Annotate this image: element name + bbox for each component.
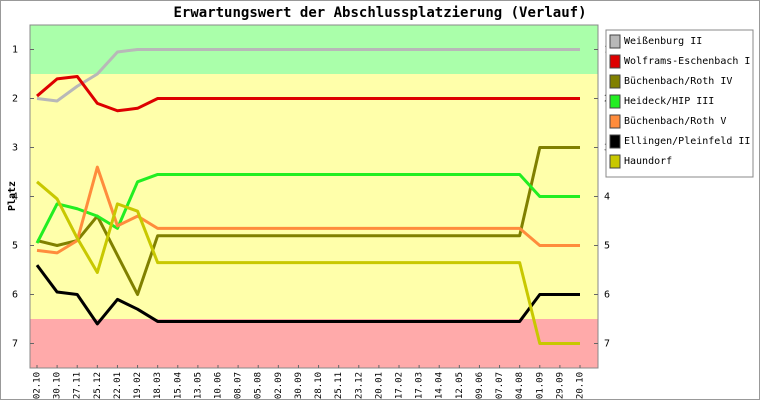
x-tick-label: 25.11	[334, 372, 344, 399]
y-tick-label: 1	[12, 45, 18, 56]
series-line	[36, 74, 580, 113]
legend-swatch	[609, 74, 621, 89]
chart-title: Erwartungswert der Abschlussplatzierung …	[173, 5, 586, 21]
y-tick-label: 6	[12, 290, 18, 301]
x-tick-label: 18.03	[153, 372, 163, 399]
y-tick-label: 2	[12, 94, 18, 105]
x-tick-label: 13.05	[193, 372, 203, 399]
x-tick-label: 14.04	[435, 372, 445, 399]
x-tick-label: 02.09	[274, 372, 284, 399]
legend-label: Heideck/HIP III	[624, 96, 714, 107]
series-line	[35, 172, 580, 244]
y-tick-label-right: 4	[604, 192, 610, 203]
background-band	[30, 319, 598, 368]
x-tick-label: 10.06	[214, 372, 224, 399]
x-tick-label: 08.07	[234, 372, 244, 399]
series-line	[36, 146, 580, 296]
background-band	[30, 74, 598, 319]
x-tick-label: 05.08	[254, 372, 264, 399]
legend-label: Haundorf	[624, 156, 672, 167]
legend-swatch	[609, 154, 621, 169]
x-tick-label: 15.04	[173, 372, 183, 399]
legend-label: Wolframs-Eschenbach I	[624, 56, 750, 67]
legend-label: Büchenbach/Roth IV	[624, 76, 732, 87]
legend-label: Weißenburg II	[624, 36, 702, 47]
y-axis-label: Platz	[7, 181, 18, 211]
x-tick-label: 20.10	[576, 372, 586, 399]
series-line	[35, 264, 580, 326]
x-tick-label: 30.09	[294, 372, 304, 399]
legend-box	[605, 29, 754, 178]
x-tick-label: 12.05	[455, 372, 465, 399]
series-line	[36, 48, 580, 103]
x-tick-label: 17.03	[415, 372, 425, 399]
y-tick-label: 4	[12, 192, 18, 203]
x-tick-label: 28.10	[314, 372, 324, 399]
x-tick-label: 02.10	[33, 372, 43, 399]
series-line	[36, 180, 580, 345]
x-tick-label: 30.10	[53, 372, 63, 399]
series-line	[36, 165, 580, 255]
x-tick-label: 25.12	[93, 372, 103, 399]
x-tick-label: 07.07	[495, 372, 505, 399]
x-tick-label: 17.02	[395, 372, 405, 399]
y-tick-label: 5	[12, 241, 18, 252]
x-tick-label: 04.08	[515, 372, 525, 399]
legend-label: Büchenbach/Roth V	[624, 116, 726, 127]
x-tick-label: 01.09	[535, 372, 545, 399]
y-tick-label-right: 5	[604, 241, 610, 252]
y-tick-label-right: 6	[604, 290, 610, 301]
legend-swatch	[609, 114, 621, 129]
legend-swatch	[609, 34, 621, 49]
legend-label: Ellingen/Pleinfeld II	[624, 136, 750, 147]
x-tick-label: 27.11	[73, 372, 83, 399]
x-tick-label: 29.09	[555, 372, 565, 399]
x-tick-label: 20.01	[374, 372, 384, 399]
legend-swatch	[609, 94, 621, 109]
y-tick-label: 7	[12, 339, 18, 350]
legend-swatch	[609, 134, 621, 149]
legend-swatch	[609, 54, 621, 69]
y-tick-label-right: 7	[604, 339, 610, 350]
x-tick-label: 22.01	[113, 372, 123, 399]
y-tick-label: 3	[12, 143, 18, 154]
x-tick-label: 19.02	[133, 372, 143, 399]
x-tick-label: 23.12	[354, 372, 364, 399]
x-tick-label: 09.06	[475, 372, 485, 399]
